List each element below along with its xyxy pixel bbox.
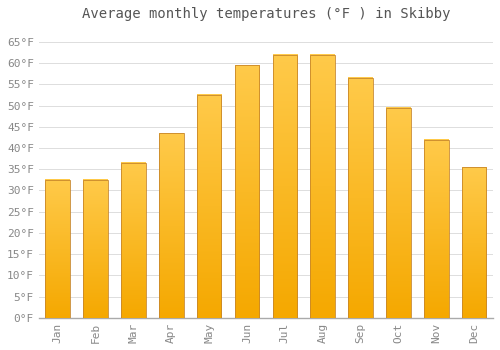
Bar [272, 55, 297, 318]
Bar [84, 180, 108, 318]
Bar [121, 163, 146, 318]
Bar [234, 65, 260, 318]
Bar [159, 133, 184, 318]
Bar [197, 95, 222, 318]
Title: Average monthly temperatures (°F ) in Skibby: Average monthly temperatures (°F ) in Sk… [82, 7, 450, 21]
Bar [46, 180, 70, 318]
Bar [386, 108, 410, 318]
Bar [348, 78, 373, 318]
Bar [462, 167, 486, 318]
Bar [310, 55, 335, 318]
Bar [424, 140, 448, 318]
